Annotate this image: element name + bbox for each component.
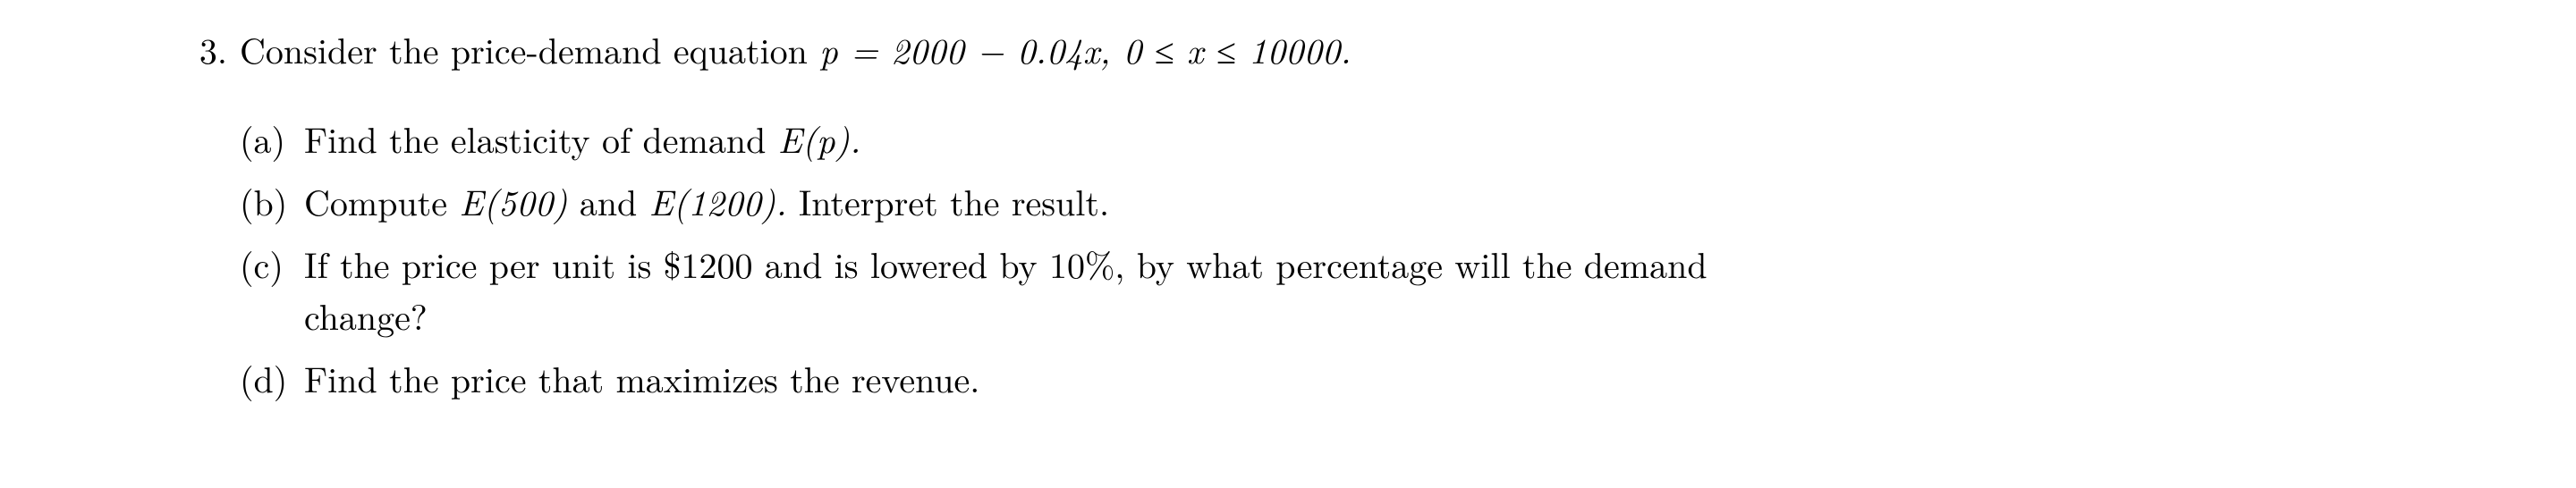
part-text: Find the price that maximizes the revenu…: [304, 352, 979, 403]
part-suffix: Interpret the result.: [787, 175, 1110, 226]
part-text: Find the elasticity of demand: [304, 113, 778, 164]
part-label: (c): [240, 240, 304, 288]
part-a: (a) Find the elasticity of demand E(p).: [240, 114, 2451, 163]
problem-stem-text: Consider the price-demand equation p = 2…: [240, 25, 1352, 73]
part-c-cont: change?: [304, 291, 2451, 340]
problem-number: 3.: [161, 25, 227, 73]
part-math: E(p).: [778, 113, 861, 164]
part-mid: and: [568, 175, 649, 226]
part-body: If the price per unit is $1200 and is lo…: [304, 240, 2433, 288]
part-math2: E(1200).: [649, 175, 787, 226]
part-body: Compute E(500) and E(1200). Interpret th…: [304, 177, 2433, 225]
stem-math: p = 2000 − 0.04x, 0 ≤ x ≤ 10000.: [819, 23, 1351, 74]
problem-3: 3. Consider the price-demand equation p …: [161, 25, 2451, 416]
part-b: (b) Compute E(500) and E(1200). Interpre…: [240, 177, 2451, 225]
part-text: If the price per unit is $1200 and is lo…: [304, 238, 1707, 289]
sub-parts: (a) Find the elasticity of demand E(p). …: [240, 114, 2451, 402]
part-d: (d) Find the price that maximizes the re…: [240, 354, 2451, 402]
part-body: Find the price that maximizes the revenu…: [304, 354, 2433, 402]
part-c: (c) If the price per unit is $1200 and i…: [240, 240, 2451, 288]
problem-stem: 3. Consider the price-demand equation p …: [161, 25, 2451, 73]
part-body: Find the elasticity of demand E(p).: [304, 114, 2433, 163]
stem-prefix: Consider the price-demand equation: [240, 23, 819, 74]
part-math: E(500): [459, 175, 567, 226]
page: 3. Consider the price-demand equation p …: [0, 0, 2576, 488]
part-label: (d): [240, 354, 304, 402]
part-label: (a): [240, 114, 304, 163]
part-label: (b): [240, 177, 304, 225]
part-text: Compute: [304, 175, 459, 226]
